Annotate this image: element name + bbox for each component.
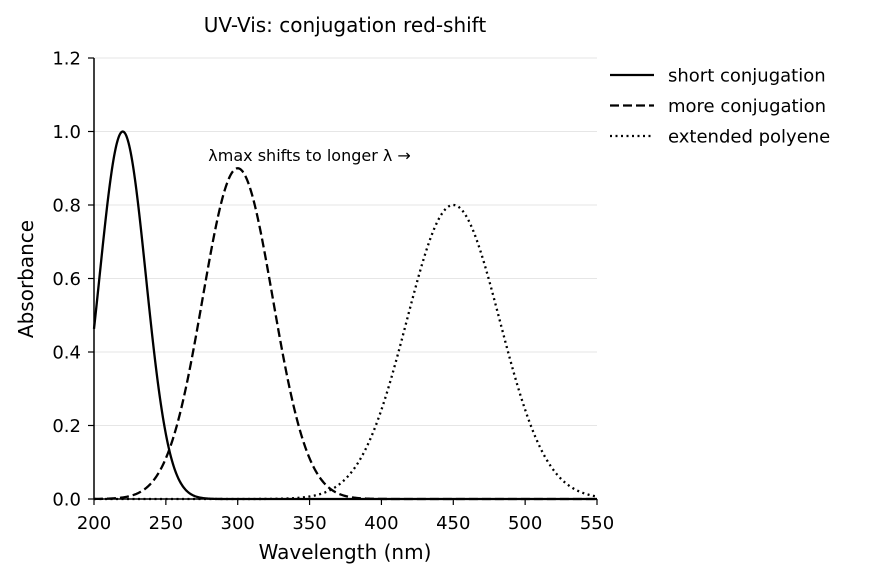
series-lines — [92, 130, 598, 501]
chart-title: UV-Vis: conjugation red-shift — [204, 13, 487, 37]
x-axis-label: Wavelength (nm) — [259, 540, 432, 564]
x-tick-label: 450 — [436, 513, 470, 534]
x-tick-label: 250 — [149, 513, 183, 534]
legend-item-extended-polyene: extended polyene — [610, 127, 830, 148]
legend: short conjugation more conjugation extende… — [610, 66, 830, 148]
legend-label: short conjugation — [668, 66, 826, 87]
x-tick-label: 400 — [364, 513, 398, 534]
y-tick-label: 0.8 — [52, 196, 81, 217]
legend-item-short-conjugation: short conjugation — [610, 66, 826, 87]
series-line-more-conjugation — [93, 167, 598, 501]
x-tick-label: 500 — [508, 513, 542, 534]
y-tick-label: 0.6 — [52, 269, 81, 290]
y-tick-label: 0.0 — [52, 490, 81, 511]
y-tick-label: 1.2 — [52, 49, 81, 70]
legend-item-more-conjugation: more conjugation — [610, 96, 826, 117]
grid — [94, 57, 597, 426]
y-tick-label: 0.2 — [52, 416, 81, 437]
legend-label: more conjugation — [668, 96, 826, 117]
y-axis-label: Absorbance — [14, 220, 38, 338]
y-tick-label: 1.0 — [52, 122, 81, 143]
x-tick-label: 200 — [77, 513, 111, 534]
legend-label: extended polyene — [668, 127, 830, 148]
x-tick-label: 350 — [292, 513, 326, 534]
y-tick-label: 0.4 — [52, 343, 81, 364]
ticks: 200 250 300 350 400 450 500 550 0.0 0.2 0.4 0.6 0.8 1… — [52, 49, 614, 535]
x-tick-label: 300 — [221, 513, 255, 534]
series-line-short-conjugation — [92, 130, 598, 501]
lambda-max-annotation: λmax shifts to longer λ → — [208, 146, 411, 165]
x-tick-label: 550 — [580, 513, 614, 534]
